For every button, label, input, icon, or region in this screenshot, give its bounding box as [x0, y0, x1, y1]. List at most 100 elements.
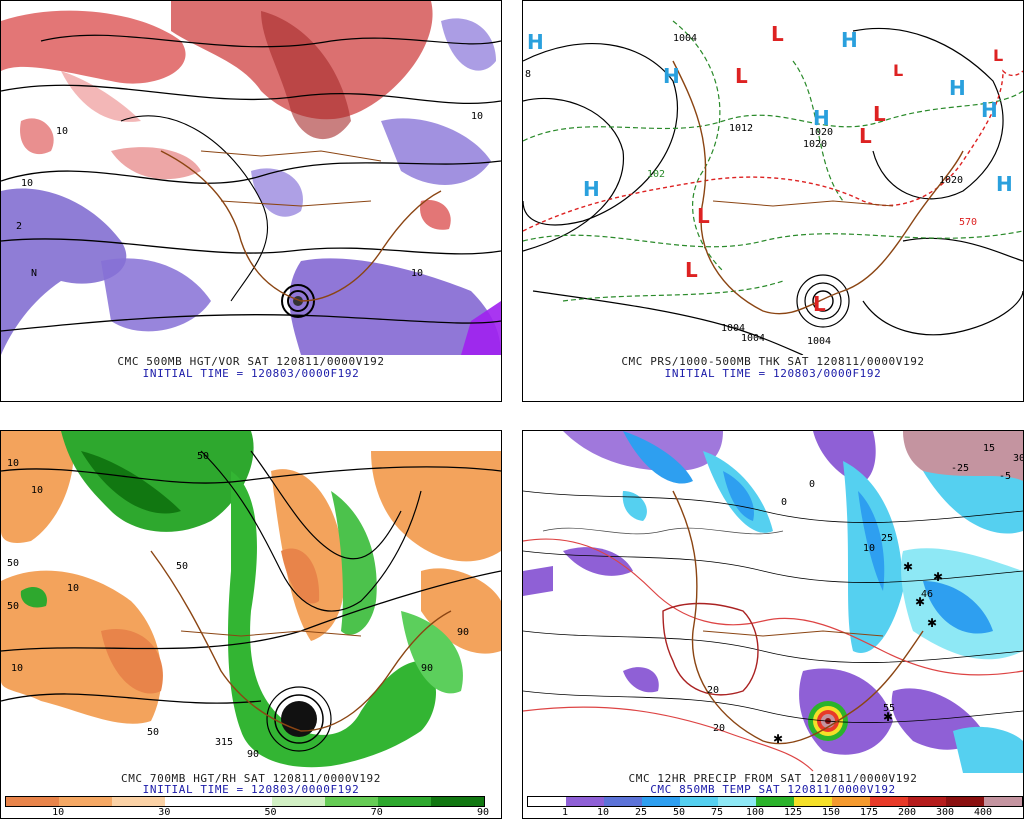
map-label: 30 [1013, 453, 1023, 464]
low-pressure-marker: L [771, 22, 784, 46]
map-label: N [31, 268, 37, 279]
rh-colorbar [5, 796, 485, 807]
colorbar-swatch [908, 797, 946, 806]
snow-marker-icon: ✱ [915, 595, 925, 609]
map-label: 315 [215, 737, 233, 748]
colorbar-label: 1 [561, 807, 569, 818]
snow-marker-icon: ✱ [933, 570, 943, 584]
precip-colorbar [527, 796, 1023, 807]
map-label: 0 [809, 479, 815, 490]
colorbar-swatch [604, 797, 642, 806]
isobar-label: 1004 [807, 336, 831, 347]
colorbar-swatch [756, 797, 794, 806]
high-pressure-marker: H [527, 30, 544, 54]
colorbar-label: 10 [52, 807, 65, 818]
precip-colorbar-labels: 1 10 25 50 75 100 125 150 175 200 300 400 [527, 807, 1021, 818]
panel-500mb-hgt-vor: 10 10 10 10 2 N CMC 500MB HGT/VOR SAT 12… [0, 0, 502, 402]
precip-map: ✱ ✱ ✱ ✱ ✱ ✱ 0 10 0 -5 20 20 -25 25 46 15… [523, 431, 1023, 773]
isobar-label: 1020 [809, 127, 833, 138]
colorbar-swatch [794, 797, 832, 806]
colorbar-swatch [59, 797, 113, 806]
map-label: 15 [983, 443, 995, 454]
low-pressure-marker: L [697, 204, 710, 228]
high-pressure-marker: H [981, 98, 998, 122]
colorbar-label: 30 [158, 807, 171, 818]
colorbar-swatch [832, 797, 870, 806]
map-label: 10 [471, 111, 483, 122]
low-pressure-marker: L [893, 61, 903, 80]
panel-pressure-thickness: H H H H H H H H L L L L L L L L L 1004 1… [522, 0, 1024, 402]
caption-initial-time: INITIAL TIME = 120803/0000F192 [664, 367, 882, 380]
thickness-label: 102 [647, 169, 665, 180]
caption-product: CMC PRS/1000-500MB THK SAT 120811/0000V1… [621, 355, 925, 368]
map-label: 55 [883, 703, 895, 714]
map-label: 10 [411, 268, 423, 279]
high-pressure-marker: H [949, 76, 966, 100]
low-pressure-marker: L [993, 46, 1003, 65]
colorbar-label: 200 [897, 807, 917, 818]
high-pressure-marker: H [663, 64, 680, 88]
high-pressure-marker: H [813, 106, 830, 130]
high-pressure-marker: H [841, 28, 858, 52]
snow-marker-icon: ✱ [927, 616, 937, 630]
isobar-label: 1020 [939, 175, 963, 186]
colorbar-label: 70 [370, 807, 383, 818]
snow-marker-icon: ✱ [883, 710, 893, 724]
colorbar-swatch [377, 797, 431, 806]
vorticity-map: 10 10 10 10 2 N [1, 1, 501, 355]
colorbar-swatch [870, 797, 908, 806]
rh-colorbar-labels: 10 30 50 70 90 [5, 807, 489, 818]
map-label: 10 [7, 458, 19, 469]
map-label: 50 [7, 601, 19, 612]
thickness-label: 570 [959, 217, 977, 228]
panel-precip-850mb-temp: ✱ ✱ ✱ ✱ ✱ ✱ 0 10 0 -5 20 20 -25 25 46 15… [522, 430, 1024, 819]
colorbar-swatch [680, 797, 718, 806]
panel-700mb-hgt-rh: 10 10 50 50 10 10 50 90 90 315 50 90 50 … [0, 430, 502, 819]
snow-marker-icon: ✱ [903, 560, 913, 574]
isobar-label: 1012 [729, 123, 753, 134]
colorbar-label: 50 [264, 807, 277, 818]
map-label: 10 [31, 485, 43, 496]
high-pressure-marker: H [996, 172, 1013, 196]
low-pressure-marker: L [685, 258, 698, 282]
colorbar-swatch [165, 797, 219, 806]
isobar-label: 8 [525, 69, 531, 80]
colorbar-swatch [218, 797, 272, 806]
map-label: -5 [999, 471, 1011, 482]
map-label: 10 [67, 583, 79, 594]
map-label: 2 [16, 221, 22, 232]
isobar-label: 1020 [803, 139, 827, 150]
colorbar-label: 10 [596, 807, 610, 818]
low-pressure-marker: L [873, 102, 886, 126]
colorbar-swatch [271, 797, 325, 806]
caption-precip-product: CMC 12HR PRECIP FROM SAT 120811/0000V192 [628, 772, 918, 785]
caption-initial-time: INITIAL TIME = 120803/0000F192 [142, 783, 360, 796]
caption-product: CMC 500MB HGT/VOR SAT 120811/0000V192 [117, 355, 385, 368]
caption-initial-time: INITIAL TIME = 120803/0000F192 [142, 367, 360, 380]
map-label: 46 [921, 589, 933, 600]
colorbar-label: 75 [710, 807, 724, 818]
colorbar-label: 100 [745, 807, 765, 818]
colorbar-swatch [642, 797, 680, 806]
colorbar-label: 300 [935, 807, 955, 818]
colorbar-swatch [946, 797, 984, 806]
colorbar-label: 175 [859, 807, 879, 818]
humidity-map: 10 10 50 50 10 10 50 90 90 315 50 90 50 [1, 431, 501, 773]
map-label: 10 [21, 178, 33, 189]
map-label: 10 [863, 543, 875, 554]
colorbar-label: 90 [476, 807, 490, 818]
isobar-label: 1004 [673, 33, 697, 44]
colorbar-label: 150 [821, 807, 841, 818]
isobar-label: 1004 [721, 323, 745, 334]
map-label: 20 [707, 685, 719, 696]
map-label: 50 [147, 727, 159, 738]
colorbar-label: 25 [634, 807, 648, 818]
map-label: 10 [11, 663, 23, 674]
colorbar-swatch [6, 797, 60, 806]
colorbar-label: 125 [783, 807, 803, 818]
caption-product: CMC 700MB HGT/RH SAT 120811/0000V192 [120, 772, 381, 785]
low-pressure-marker: L [859, 124, 872, 148]
colorbar-label: 400 [973, 807, 993, 818]
colorbar-swatch [528, 797, 566, 806]
colorbar-swatch [430, 797, 484, 806]
